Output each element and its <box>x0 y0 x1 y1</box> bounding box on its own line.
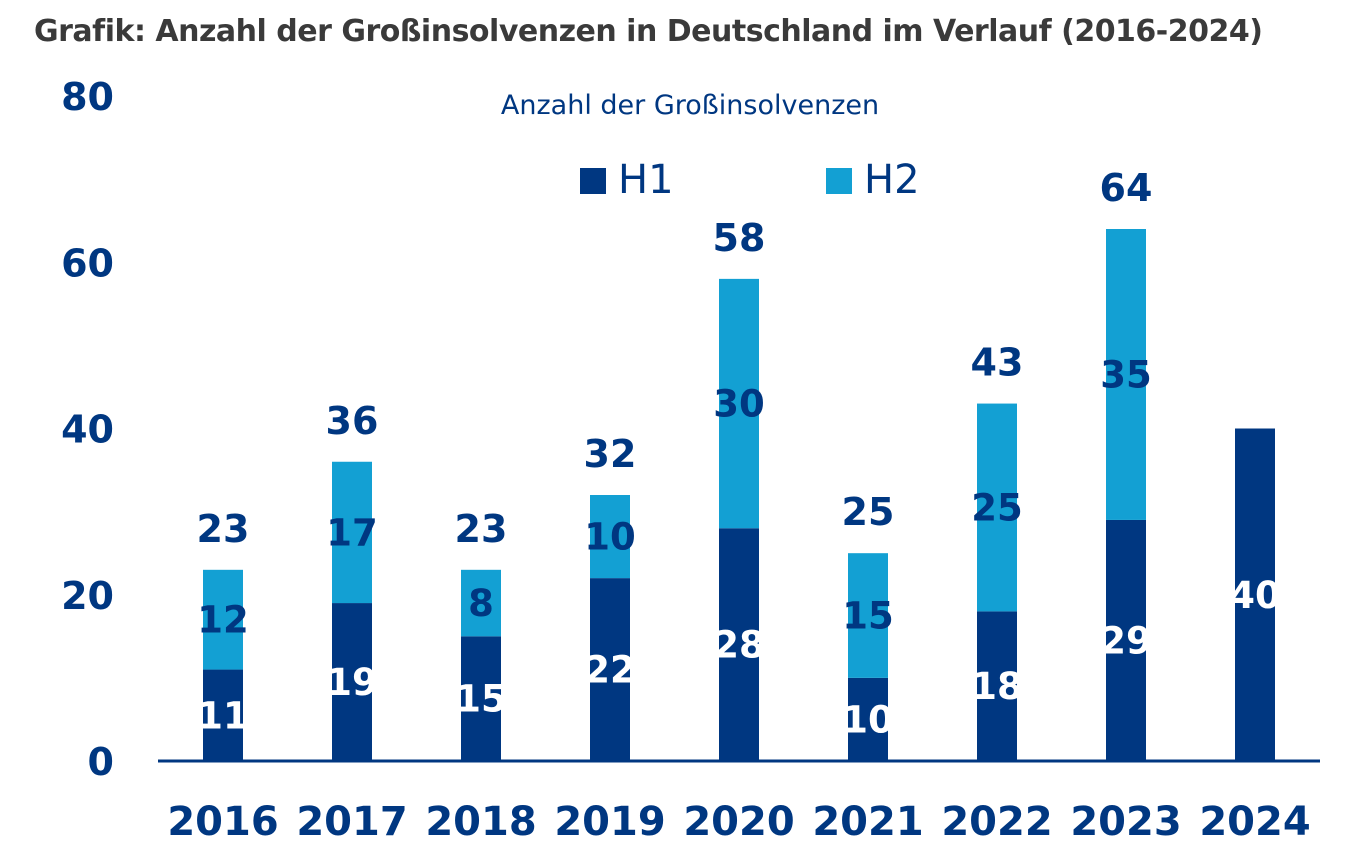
y-axis: 0 20 40 60 80 <box>61 75 114 784</box>
y-tick-label: 60 <box>61 241 114 285</box>
label-h1-2021: 10 <box>842 698 894 741</box>
chart-subtitle: Anzahl der Großinsolvenzen <box>501 90 879 121</box>
x-tick-label: 2022 <box>941 799 1052 845</box>
bar-h1-2021 <box>848 677 888 761</box>
x-tick-label: 2023 <box>1070 799 1181 845</box>
label-h1-2018: 15 <box>455 678 507 721</box>
x-tick-label: 2024 <box>1199 799 1310 845</box>
label-h2-2016: 12 <box>197 599 249 642</box>
bar-h2-2020 <box>719 278 759 529</box>
y-tick-label: 20 <box>61 574 114 618</box>
bar-h1-2023 <box>1106 519 1146 761</box>
x-tick-label: 2018 <box>425 799 536 845</box>
legend-swatch-h2 <box>826 168 852 194</box>
label-h1-2023: 29 <box>1100 619 1152 662</box>
label-h2-2023: 35 <box>1100 353 1152 396</box>
x-axis: 2016 2017 2018 2019 2020 2021 2022 2023 2024 <box>167 799 1310 845</box>
legend-label-h2: H2 <box>864 157 920 203</box>
bar-h2-2017 <box>332 461 372 604</box>
legend: H1 H2 <box>580 157 920 203</box>
page-title: Grafik: Anzahl der Großinsolvenzen in De… <box>34 14 1263 49</box>
y-tick-label: 40 <box>61 408 114 452</box>
bar-h1-2019 <box>590 578 630 761</box>
label-total-2018: 23 <box>455 507 508 551</box>
label-h1-2016: 11 <box>197 694 249 737</box>
label-total-2023: 64 <box>1100 166 1153 210</box>
label-total-2016: 23 <box>197 507 250 551</box>
label-h1-2020: 28 <box>713 624 765 667</box>
label-h2-2020: 30 <box>713 383 765 426</box>
bar-h1-2018 <box>461 636 501 761</box>
label-h2-2017: 17 <box>326 511 378 554</box>
bar-h1-2020 <box>719 528 759 761</box>
bars <box>203 229 1275 761</box>
x-tick-label: 2016 <box>167 799 278 845</box>
x-tick-label: 2020 <box>683 799 794 845</box>
bar-h2-2018 <box>461 569 501 637</box>
legend-swatch-h1 <box>580 168 606 194</box>
bar-h2-2021 <box>848 553 888 678</box>
bar-h1-2017 <box>332 603 372 761</box>
label-h2-2019: 10 <box>584 516 636 559</box>
bar-h1-2016 <box>203 669 243 761</box>
data-labels: 11 12 23 19 17 36 15 8 23 22 10 32 28 30 58 10 15 25 18 25 4… <box>197 166 1281 741</box>
y-tick-label: 80 <box>61 75 114 119</box>
bar-h1-2022 <box>977 611 1017 761</box>
label-total-2022: 43 <box>971 341 1024 385</box>
label-h2-2018: 8 <box>468 582 494 625</box>
legend-label-h1: H1 <box>618 157 674 203</box>
label-h1-2022: 18 <box>971 665 1023 708</box>
label-h2-2022: 25 <box>971 486 1023 529</box>
label-h1-2017: 19 <box>326 661 378 704</box>
label-h1-2024: 40 <box>1229 574 1281 617</box>
bar-h2-2022 <box>977 403 1017 612</box>
bar-h1-2024 <box>1235 428 1275 761</box>
bar-h2-2019 <box>590 495 630 579</box>
bar-h2-2023 <box>1106 229 1146 520</box>
x-tick-label: 2019 <box>554 799 665 845</box>
label-total-2020: 58 <box>713 216 766 260</box>
label-h1-2019: 22 <box>584 649 636 692</box>
x-tick-label: 2017 <box>296 799 407 845</box>
label-total-2017: 36 <box>326 399 379 443</box>
y-tick-label: 0 <box>88 740 114 784</box>
label-total-2021: 25 <box>842 490 895 534</box>
x-tick-label: 2021 <box>812 799 923 845</box>
label-h2-2021: 15 <box>842 595 894 638</box>
label-total-2019: 32 <box>584 432 637 476</box>
bar-h2-2016 <box>203 569 243 670</box>
